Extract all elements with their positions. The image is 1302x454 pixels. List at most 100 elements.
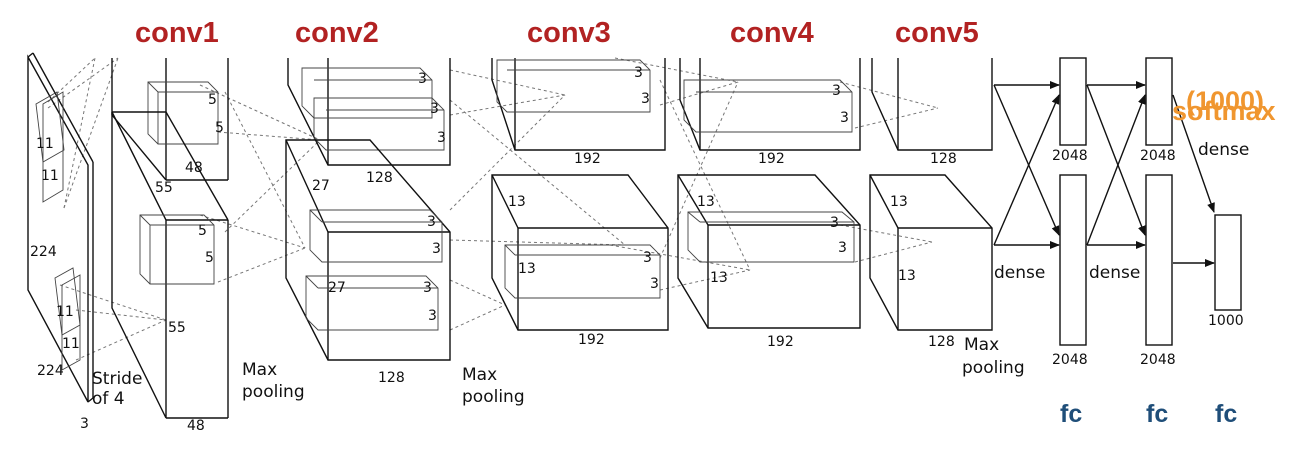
- conv3-depth-top: 192: [574, 151, 601, 167]
- header-softmax: softmax: [1172, 96, 1276, 126]
- fc7-top-size: 2048: [1140, 148, 1176, 164]
- conv1-kernel-bottom: [139, 214, 215, 285]
- conv1-kernel-top-b: 5: [215, 120, 224, 136]
- input-labels: 224 224 3 11 11 11 11 Stride of 4: [30, 136, 142, 432]
- svg-text:13: 13: [898, 268, 916, 284]
- conv1-block: [111, 58, 229, 419]
- pool2-label: Max pooling: [462, 365, 525, 407]
- header-softmax-count: (1000): [1186, 86, 1264, 116]
- conv3-block: [491, 58, 669, 331]
- conv5-block: [869, 58, 993, 331]
- svg-text:13: 13: [697, 194, 715, 210]
- dense-connections: [993, 81, 1215, 267]
- conv1-kernel-top: [147, 81, 219, 145]
- conv2-depth-top: 128: [366, 170, 393, 186]
- layer-headers: conv1 conv2 conv3 conv4 conv5 fc fc fc (…: [135, 17, 1276, 428]
- fc6-bottom-bar: [1059, 174, 1087, 346]
- svg-text:3: 3: [650, 276, 659, 292]
- header-conv2: conv2: [295, 17, 379, 49]
- svg-text:3: 3: [641, 91, 650, 107]
- conv4-block: [677, 58, 861, 329]
- svg-text:3: 3: [840, 110, 849, 126]
- conv5-depth-bottom: 128: [928, 334, 955, 350]
- fc6-dense-label: dense: [994, 263, 1045, 283]
- svg-text:pooling: pooling: [962, 358, 1025, 378]
- dense-labels: 2048 2048 2048 2048 1000 dense dense den…: [994, 140, 1249, 368]
- input-kernel-top: [35, 91, 65, 163]
- svg-text:3: 3: [432, 241, 441, 257]
- conv2-side-label: 27: [312, 178, 330, 194]
- fc6-top-size: 2048: [1052, 148, 1088, 164]
- pool1-label: Max pooling: [242, 360, 305, 402]
- svg-text:Max: Max: [964, 335, 999, 355]
- svg-text:pooling: pooling: [462, 387, 525, 407]
- svg-text:3: 3: [832, 83, 841, 99]
- header-conv5: conv5: [895, 17, 979, 49]
- projection-lines: [47, 57, 939, 361]
- conv5-labels: 13 13 128 128: [890, 151, 957, 350]
- fc7-top-bar: [1145, 57, 1173, 146]
- conv2-depth-bottom: 128: [378, 370, 405, 386]
- svg-text:Max: Max: [462, 365, 497, 385]
- fc7-bottom-bar: [1145, 174, 1173, 346]
- svg-text:13: 13: [710, 270, 728, 286]
- fc8-dense-label: dense: [1198, 140, 1249, 160]
- input-kernel-label-b: 11: [41, 168, 59, 184]
- conv4-depth-bottom: 192: [767, 334, 794, 350]
- conv1-kernel-bot-b: 5: [205, 250, 214, 266]
- fc6-bottom-size: 2048: [1052, 352, 1088, 368]
- header-conv4: conv4: [730, 17, 814, 49]
- svg-text:13: 13: [518, 261, 536, 277]
- svg-text:3: 3: [418, 71, 427, 87]
- svg-text:13: 13: [508, 194, 526, 210]
- fc7-bottom-size: 2048: [1140, 352, 1176, 368]
- conv3-depth-bottom: 192: [578, 332, 605, 348]
- input-channels-label: 3: [80, 416, 89, 432]
- fc6-top-bar: [1059, 57, 1087, 146]
- svg-text:3: 3: [437, 130, 446, 146]
- svg-text:3: 3: [430, 101, 439, 117]
- conv1-depth-top: 48: [185, 160, 203, 176]
- fc8-output-bar: [1214, 214, 1242, 311]
- input-image-block: [27, 52, 94, 403]
- svg-text:Max: Max: [242, 360, 277, 380]
- dense-layers: [1059, 57, 1242, 346]
- conv1-depth-bottom: 48: [187, 418, 205, 434]
- svg-text:3: 3: [428, 308, 437, 324]
- pool3-label: Max pooling: [962, 335, 1025, 378]
- stride-label-line1: Stride: [92, 369, 142, 389]
- conv1-side-mid-label: 55: [168, 320, 186, 336]
- svg-text:pooling: pooling: [242, 382, 305, 402]
- svg-text:3: 3: [830, 215, 839, 231]
- header-fc7: fc: [1146, 400, 1168, 428]
- conv1-side-label: 55: [155, 180, 173, 196]
- input-kernel-bottom: [54, 267, 81, 336]
- header-fc6: fc: [1060, 400, 1082, 428]
- input-kernel-label-c: 11: [56, 304, 74, 320]
- svg-text:3: 3: [643, 250, 652, 266]
- conv1-kernel-top-a: 5: [208, 92, 217, 108]
- conv2-side-inner-label: 27: [328, 280, 346, 296]
- stride-label-line2: of 4: [92, 389, 125, 409]
- conv2-labels: 3 3 3 3 3 3 3 27 27 128 128: [312, 71, 446, 386]
- svg-text:13: 13: [890, 194, 908, 210]
- conv3-labels: 3 3 3 3 13 13 192 192: [508, 65, 659, 348]
- input-kernel-label-a: 11: [36, 136, 54, 152]
- fc8-size: 1000: [1208, 313, 1244, 329]
- conv4-depth-top: 192: [758, 151, 785, 167]
- conv4-labels: 3 3 3 3 13 13 192 192: [697, 83, 849, 350]
- svg-text:3: 3: [634, 65, 643, 81]
- header-conv3: conv3: [527, 17, 611, 49]
- conv5-depth-top: 128: [930, 151, 957, 167]
- header-conv1: conv1: [135, 17, 219, 49]
- header-fc8: fc: [1215, 400, 1237, 428]
- input-width-label: 224: [30, 244, 57, 260]
- svg-text:3: 3: [427, 214, 436, 230]
- conv1-labels: 5 5 5 5 55 55 48 48: [155, 92, 224, 434]
- fc7-dense-label: dense: [1089, 263, 1140, 283]
- svg-text:3: 3: [838, 240, 847, 256]
- conv1-kernel-bot-a: 5: [198, 223, 207, 239]
- input-kernel-label-d: 11: [62, 336, 80, 352]
- input-height-label: 224: [37, 363, 64, 379]
